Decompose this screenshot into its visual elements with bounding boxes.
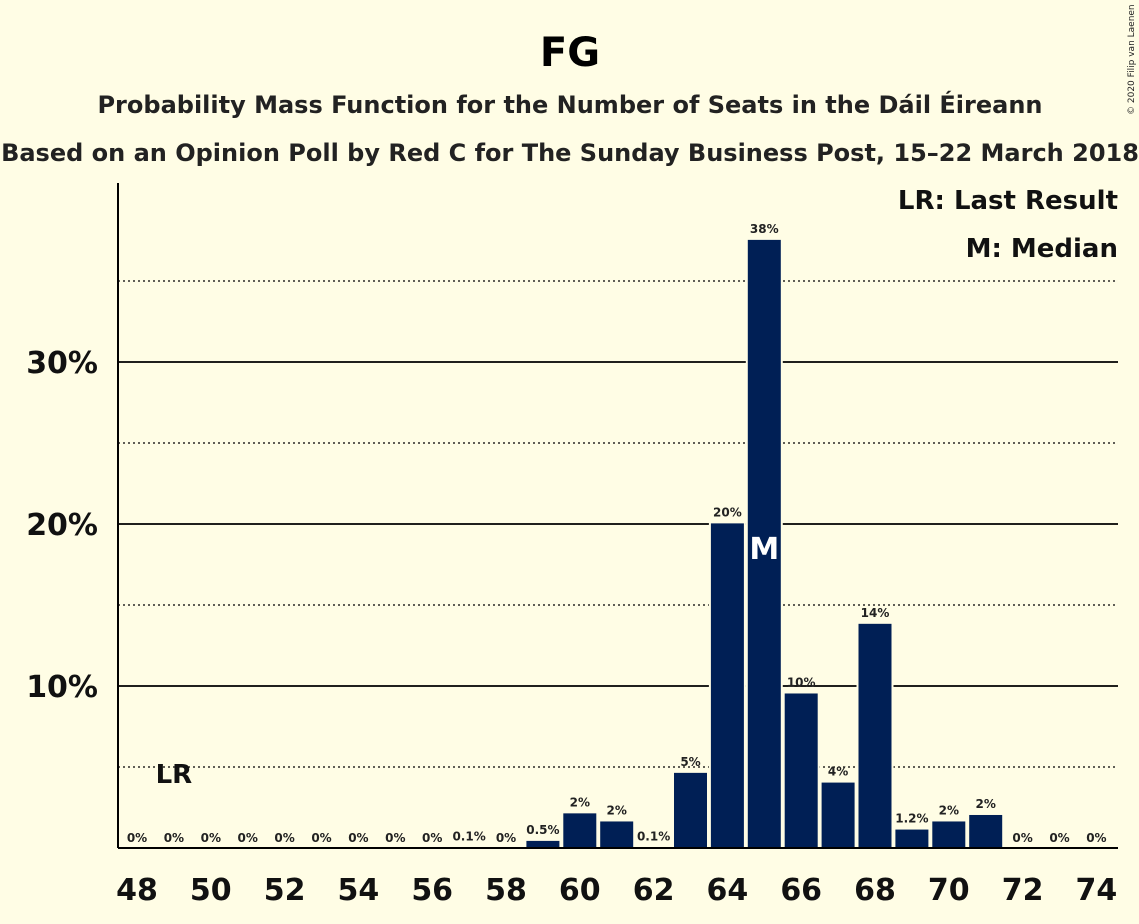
data-label-64: 20% (713, 505, 742, 519)
y-tick-label: 10% (26, 670, 98, 705)
x-tick-label: 56 (411, 873, 453, 908)
x-tick-label: 60 (559, 873, 601, 908)
last-result-marker: LR (156, 760, 193, 790)
x-tick-label: 68 (854, 873, 896, 908)
x-tick-label: 70 (928, 873, 970, 908)
bar-66 (782, 691, 820, 849)
data-label-62: 0.1% (637, 829, 670, 843)
bar-68 (856, 621, 894, 849)
x-tick-label: 72 (1002, 873, 1044, 908)
data-label-56: 0% (422, 831, 442, 845)
x-tick-label: 50 (190, 873, 232, 908)
chart-subtitle-2: Based on an Opinion Poll by Red C for Th… (1, 139, 1139, 167)
bar-60 (561, 811, 599, 849)
legend-last-result: LR: Last Result (898, 186, 1118, 216)
bar-70 (930, 819, 968, 850)
data-label-63: 5% (680, 755, 700, 769)
data-label-50: 0% (201, 831, 221, 845)
data-label-58: 0% (496, 831, 516, 845)
x-tick-label: 74 (1076, 873, 1118, 908)
data-label-53: 0% (311, 831, 331, 845)
x-tick-label: 66 (780, 873, 822, 908)
gridlines (118, 280, 1118, 768)
data-label-71: 2% (976, 797, 996, 811)
y-tick-labels: 10% 20% 30% (26, 346, 98, 705)
data-label-55: 0% (385, 831, 405, 845)
data-label-68: 14% (861, 606, 890, 620)
x-tick-label: 64 (707, 873, 749, 908)
bar-65 (745, 237, 783, 849)
x-tick-label: 52 (264, 873, 306, 908)
chart-title: FG (540, 30, 600, 76)
data-label-69: 1.2% (895, 812, 928, 826)
data-label-48: 0% (127, 831, 147, 845)
data-label-73: 0% (1049, 831, 1069, 845)
x-tick-labels: 48 50 52 54 56 58 60 62 64 66 68 70 72 74 (116, 873, 1117, 908)
bars (450, 237, 1005, 850)
copyright-text: © 2020 Filip van Laenen (1127, 4, 1137, 115)
data-label-66: 10% (787, 675, 816, 689)
data-label-60: 2% (570, 795, 590, 809)
chart-subtitle: Probability Mass Function for the Number… (97, 90, 1042, 119)
data-label-57: 0.1% (452, 829, 485, 843)
bar-71 (967, 812, 1005, 849)
data-labels: 0% 0% 0% 0% 0% 0% 0% 0% 0% 0.1% 0% 0.5% 2% 2% 0.1% 5% 20… (127, 222, 1107, 845)
data-label-70: 2% (939, 803, 959, 817)
x-tick-label: 62 (633, 873, 675, 908)
data-label-74: 0% (1086, 831, 1106, 845)
data-label-49: 0% (164, 831, 184, 845)
bar-59 (524, 838, 562, 850)
bar-69 (893, 827, 931, 849)
bar-61 (598, 819, 636, 850)
axes (117, 183, 1118, 849)
bar-64 (708, 521, 746, 849)
x-tick-label: 58 (485, 873, 527, 908)
y-tick-label: 30% (26, 346, 98, 381)
data-label-67: 4% (828, 765, 848, 779)
legend-median: M: Median (966, 234, 1118, 264)
bar-67 (819, 780, 857, 850)
y-tick-label: 20% (26, 508, 98, 543)
data-label-52: 0% (274, 831, 294, 845)
data-label-54: 0% (348, 831, 368, 845)
data-label-65: 38% (750, 222, 779, 236)
x-tick-label: 48 (116, 873, 158, 908)
data-label-61: 2% (607, 803, 627, 817)
data-label-72: 0% (1012, 831, 1032, 845)
data-label-59: 0.5% (526, 823, 559, 837)
data-label-51: 0% (238, 831, 258, 845)
median-marker: M (749, 532, 779, 567)
bar-63 (672, 770, 709, 849)
x-tick-label: 54 (338, 873, 380, 908)
